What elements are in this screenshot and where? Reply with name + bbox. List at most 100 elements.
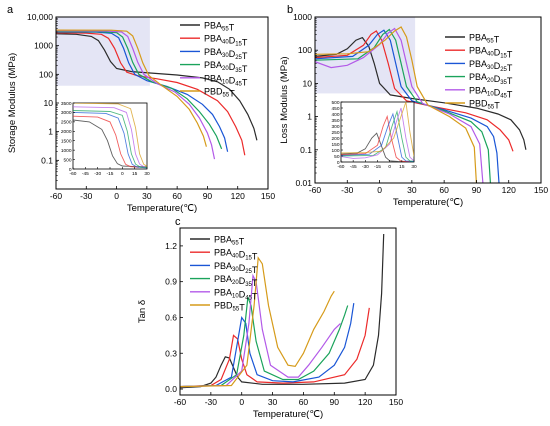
legend-label: PBA20D35T	[214, 274, 258, 288]
inset-chart: -60 -45 -30 -15 0 15 30 0 500 1000 1500 2000 2500 300…	[61, 101, 150, 177]
series-line	[180, 256, 335, 388]
legend-subscript: 20	[487, 78, 494, 84]
inset-x-tick-label: -30	[362, 164, 369, 170]
panel-label: b	[287, 4, 293, 16]
panel-label: c	[175, 216, 181, 228]
legend-label: PBA20D35T	[204, 60, 248, 74]
series-group	[315, 26, 527, 183]
legend-subscript: 30	[232, 267, 239, 273]
legend-text: D	[239, 289, 246, 299]
inset-frame	[72, 102, 148, 170]
legend-label: PBA55T	[214, 235, 245, 247]
inset-x-tick-label: 0	[121, 171, 124, 177]
y-tick-label: 0.6	[165, 312, 177, 322]
series-line	[180, 273, 341, 388]
legend-label: PBA30D25T	[204, 47, 248, 61]
x-tick-label: 30	[142, 191, 152, 201]
legend-label: PBD55T	[214, 301, 245, 313]
series-line	[180, 303, 355, 388]
x-tick-label: 0	[377, 185, 382, 195]
legend-label: PBA30D25T	[214, 261, 258, 275]
chart-panel-b: -60 -30 0 30 60 90 120 1500.010.11101001000Temp…	[279, 4, 548, 208]
series-line	[56, 32, 246, 156]
inset-y-tick-label: 500	[331, 100, 339, 106]
legend-text: T	[507, 89, 513, 99]
legend-text: T	[252, 278, 258, 288]
series-line	[56, 33, 258, 141]
series-line	[315, 30, 514, 152]
legend-subscript: 25	[235, 55, 242, 61]
legend-text: PBA	[214, 248, 232, 258]
legend-subscript: 20	[232, 280, 239, 286]
inset-x-tick-label: 15	[132, 171, 138, 177]
legend-text: T	[239, 303, 245, 313]
legend-subscript: 15	[245, 256, 252, 262]
series-line	[180, 233, 385, 389]
legend-text: D	[229, 36, 236, 46]
legend-text: D	[229, 75, 236, 85]
x-tick-label: 30	[407, 185, 417, 195]
legend-label: PBA40D15T	[469, 46, 513, 60]
legend-subscript: 35	[245, 282, 252, 288]
y-tick-label: 10,000	[27, 12, 53, 22]
legend-text: PBA	[214, 274, 232, 284]
chart-panel-a: -60 -30 0 30 60 90 120 1500.1110100100010,000Te…	[7, 4, 275, 214]
legend-text: T	[252, 291, 258, 301]
y-tick-label: 1000	[293, 12, 312, 22]
legend-subscript: 55	[488, 105, 495, 111]
inset-x-tick-label: -15	[107, 171, 114, 177]
series-line	[315, 29, 500, 183]
inset-y-tick-label: 2000	[61, 129, 72, 135]
inset-y-tick-label: 100	[331, 148, 339, 154]
x-tick-label: 150	[389, 397, 403, 407]
legend-subscript: 20	[222, 66, 229, 72]
legend-text: T	[239, 237, 245, 247]
legend-subscript: 55	[232, 241, 239, 247]
x-tick-label: 120	[231, 191, 245, 201]
y-tick-label: 10	[44, 98, 54, 108]
legend-text: D	[229, 62, 236, 72]
x-tick-label: 120	[502, 185, 516, 195]
inset-series-line	[341, 112, 414, 162]
legend-subscript: 45	[500, 93, 507, 99]
x-tick-label: -60	[309, 185, 322, 195]
series-line	[56, 31, 229, 152]
y-tick-label: 100	[298, 45, 312, 55]
inset-y-tick-label: 0	[337, 160, 340, 166]
inset-x-tick-label: 0	[388, 164, 391, 170]
inset-y-tick-label: 300	[331, 124, 339, 130]
x-tick-label: 60	[299, 397, 309, 407]
inset-series-line	[73, 106, 145, 168]
legend-text: T	[507, 50, 513, 60]
chart-panel-c: -60 -30 0 30 60 90 120 150 0.0 0.3 0.6 0.9 1.2 Temper…	[137, 216, 403, 420]
legend-text: D	[494, 48, 501, 58]
x-tick-label: 60	[439, 185, 449, 195]
inset-y-tick-label: 450	[331, 106, 339, 112]
x-tick-label: 60	[172, 191, 182, 201]
series-line	[180, 296, 349, 388]
y-tick-label: 0.1	[300, 145, 312, 155]
legend-subscript: 40	[232, 254, 239, 260]
legend-text: T	[507, 63, 513, 73]
inset-y-tick-label: 350	[331, 118, 339, 124]
inset-series-group	[341, 102, 414, 162]
legend-text: D	[239, 276, 246, 286]
legend-subscript: 25	[500, 67, 507, 73]
x-tick-label: 0	[239, 397, 244, 407]
series-line	[56, 30, 216, 160]
x-tick-label: 90	[330, 397, 340, 407]
inset-series-line	[73, 115, 139, 168]
series-line	[315, 28, 491, 183]
legend-label: PBA55T	[204, 21, 235, 33]
legend-text: T	[507, 76, 513, 86]
y-tick-label: 1	[307, 112, 312, 122]
x-tick-label: -30	[341, 185, 354, 195]
inset-y-tick-label: 3000	[61, 110, 72, 116]
x-tick-label: 90	[203, 191, 213, 201]
legend-subscript: 55	[233, 307, 240, 313]
y-tick-label: 1	[48, 127, 53, 137]
x-tick-label: 150	[534, 185, 548, 195]
y-tick-label: 0.3	[165, 348, 177, 358]
series-line	[315, 27, 484, 183]
